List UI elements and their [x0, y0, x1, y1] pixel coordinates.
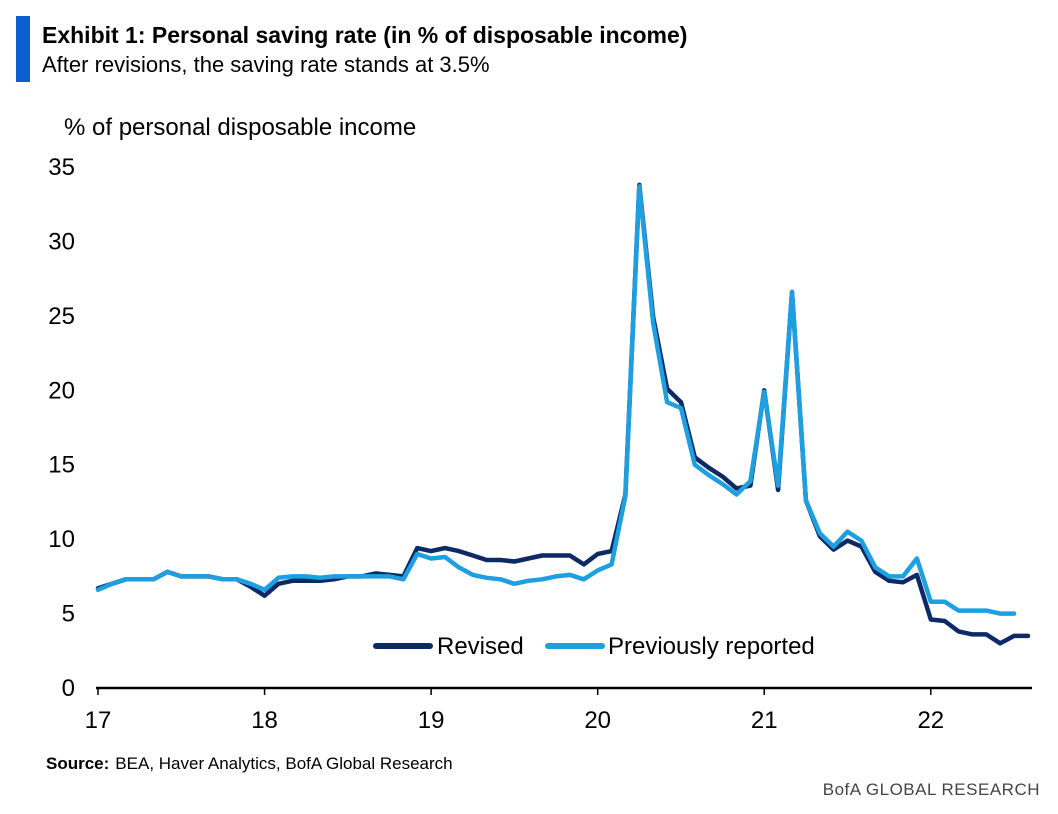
x-tick-label: 17	[85, 707, 112, 734]
source-note: Source: BEA, Haver Analytics, BofA Global…	[46, 754, 453, 774]
y-tick-label: 20	[48, 377, 75, 404]
y-tick-label: 0	[62, 675, 75, 702]
legend-label-previously-reported: Previously reported	[608, 633, 815, 660]
y-tick-label: 15	[48, 452, 75, 479]
y-tick-label: 10	[48, 526, 75, 553]
x-tick-label: 18	[251, 707, 278, 734]
accent-bar	[16, 16, 30, 82]
legend: Revised Previously reported	[373, 633, 815, 660]
x-tick-label: 20	[584, 707, 611, 734]
y-tick-label: 30	[48, 228, 75, 255]
source-label: Source:	[46, 754, 110, 773]
chart-subtitle: After revisions, the saving rate stands …	[42, 52, 490, 77]
series-line-previously-reported	[95, 184, 1017, 616]
y-tick-label: 25	[48, 303, 75, 330]
x-tick-label: 19	[418, 707, 445, 734]
series-layer	[95, 182, 1031, 646]
y-tick-label: 5	[62, 601, 75, 628]
x-tick-label: 21	[751, 707, 778, 734]
source-text: BEA, Haver Analytics, BofA Global Resear…	[115, 754, 453, 773]
chart-title: Exhibit 1: Personal saving rate (in % of…	[42, 22, 688, 48]
x-tick-label: 22	[917, 707, 944, 734]
y-tick-label: 35	[48, 154, 75, 181]
y-axis-label: % of personal disposable income	[64, 114, 417, 141]
y-axis-ticks: 0 5 10 15 20 25 30 35	[48, 154, 75, 702]
brand-footer: BofA GLOBAL RESEARCH	[822, 780, 1040, 799]
x-axis-ticks: 17 18 19 20 21 22	[85, 688, 944, 734]
legend-label-revised: Revised	[437, 633, 524, 660]
